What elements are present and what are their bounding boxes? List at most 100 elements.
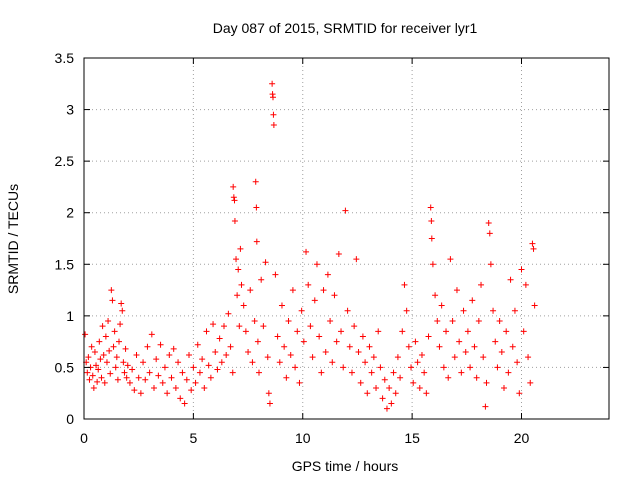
data-point bbox=[408, 364, 415, 371]
data-point bbox=[386, 385, 393, 392]
data-point bbox=[447, 256, 454, 263]
data-point bbox=[212, 348, 219, 355]
data-point bbox=[485, 220, 492, 227]
data-point bbox=[233, 256, 240, 263]
chart-title: Day 087 of 2015, SRMTID for receiver lyr… bbox=[213, 20, 478, 36]
data-point bbox=[161, 364, 168, 371]
data-point bbox=[338, 328, 345, 335]
data-point bbox=[492, 338, 499, 345]
data-point bbox=[210, 321, 217, 328]
data-point bbox=[475, 318, 482, 325]
data-point bbox=[423, 390, 430, 397]
data-point bbox=[368, 369, 375, 376]
data-point bbox=[414, 359, 421, 366]
data-point bbox=[94, 378, 101, 385]
plot-frame bbox=[83, 57, 610, 420]
data-point bbox=[467, 364, 474, 371]
data-point bbox=[379, 395, 386, 402]
data-point bbox=[348, 369, 355, 376]
data-point bbox=[428, 217, 435, 224]
data-point bbox=[194, 341, 201, 348]
data-point bbox=[153, 356, 160, 363]
data-point bbox=[159, 379, 166, 386]
data-point bbox=[276, 359, 283, 366]
x-tick-label: 0 bbox=[80, 430, 88, 446]
y-tick-label: 1.5 bbox=[55, 256, 75, 272]
data-point bbox=[303, 248, 310, 255]
data-point bbox=[434, 318, 441, 325]
data-point bbox=[227, 343, 234, 350]
data-point bbox=[166, 352, 173, 359]
x-tick-label: 20 bbox=[514, 430, 530, 446]
data-point bbox=[340, 364, 347, 371]
data-point bbox=[458, 369, 465, 376]
data-point bbox=[525, 354, 532, 361]
data-point bbox=[225, 310, 232, 317]
data-point bbox=[108, 287, 115, 294]
data-point bbox=[381, 376, 388, 383]
data-point bbox=[117, 321, 124, 328]
data-point bbox=[119, 307, 126, 314]
data-point bbox=[181, 400, 188, 407]
data-point bbox=[436, 343, 443, 350]
data-point bbox=[530, 245, 537, 252]
data-point bbox=[464, 328, 471, 335]
data-point bbox=[511, 307, 518, 314]
data-point bbox=[318, 369, 325, 376]
data-point bbox=[490, 307, 497, 314]
data-point bbox=[460, 307, 467, 314]
data-point bbox=[100, 352, 107, 359]
data-point bbox=[93, 362, 100, 369]
data-point bbox=[496, 318, 503, 325]
data-point bbox=[140, 359, 147, 366]
data-point bbox=[270, 94, 276, 101]
data-point bbox=[164, 390, 171, 397]
data-point bbox=[366, 343, 373, 350]
data-point bbox=[440, 364, 447, 371]
data-point bbox=[486, 230, 493, 237]
data-point bbox=[329, 359, 336, 366]
data-point bbox=[122, 345, 129, 352]
data-point bbox=[412, 338, 419, 345]
data-point bbox=[416, 385, 423, 392]
data-point bbox=[501, 385, 507, 392]
data-point bbox=[377, 364, 384, 371]
data-point bbox=[207, 374, 214, 381]
data-point bbox=[129, 366, 136, 373]
data-point bbox=[518, 266, 525, 273]
data-point bbox=[516, 390, 523, 397]
data-point bbox=[240, 302, 247, 309]
data-point bbox=[265, 390, 272, 397]
data-point bbox=[331, 292, 338, 299]
data-point bbox=[196, 369, 203, 376]
data-point bbox=[223, 352, 230, 359]
data-point bbox=[88, 343, 95, 350]
data-point bbox=[253, 204, 260, 211]
data-point bbox=[99, 323, 106, 330]
data-point bbox=[342, 207, 349, 214]
data-point bbox=[427, 204, 434, 211]
data-point bbox=[364, 390, 371, 397]
data-point bbox=[353, 256, 360, 263]
data-point bbox=[309, 354, 316, 361]
data-point bbox=[373, 385, 380, 392]
data-point bbox=[456, 338, 463, 345]
data-point bbox=[520, 328, 527, 335]
data-point bbox=[370, 354, 377, 361]
data-point bbox=[190, 364, 197, 371]
data-point bbox=[285, 318, 292, 325]
y-tick-label: 2.5 bbox=[55, 153, 75, 169]
data-point bbox=[473, 374, 480, 381]
data-point bbox=[230, 194, 237, 201]
data-point bbox=[335, 250, 342, 257]
data-point bbox=[327, 318, 334, 325]
data-point bbox=[82, 331, 89, 338]
data-point bbox=[443, 328, 450, 335]
data-point bbox=[292, 364, 299, 371]
data-point bbox=[236, 323, 243, 330]
data-point bbox=[205, 362, 212, 369]
data-point bbox=[203, 328, 210, 335]
y-axis-label: SRMTID / TECUs bbox=[5, 184, 21, 294]
data-point bbox=[133, 352, 140, 359]
